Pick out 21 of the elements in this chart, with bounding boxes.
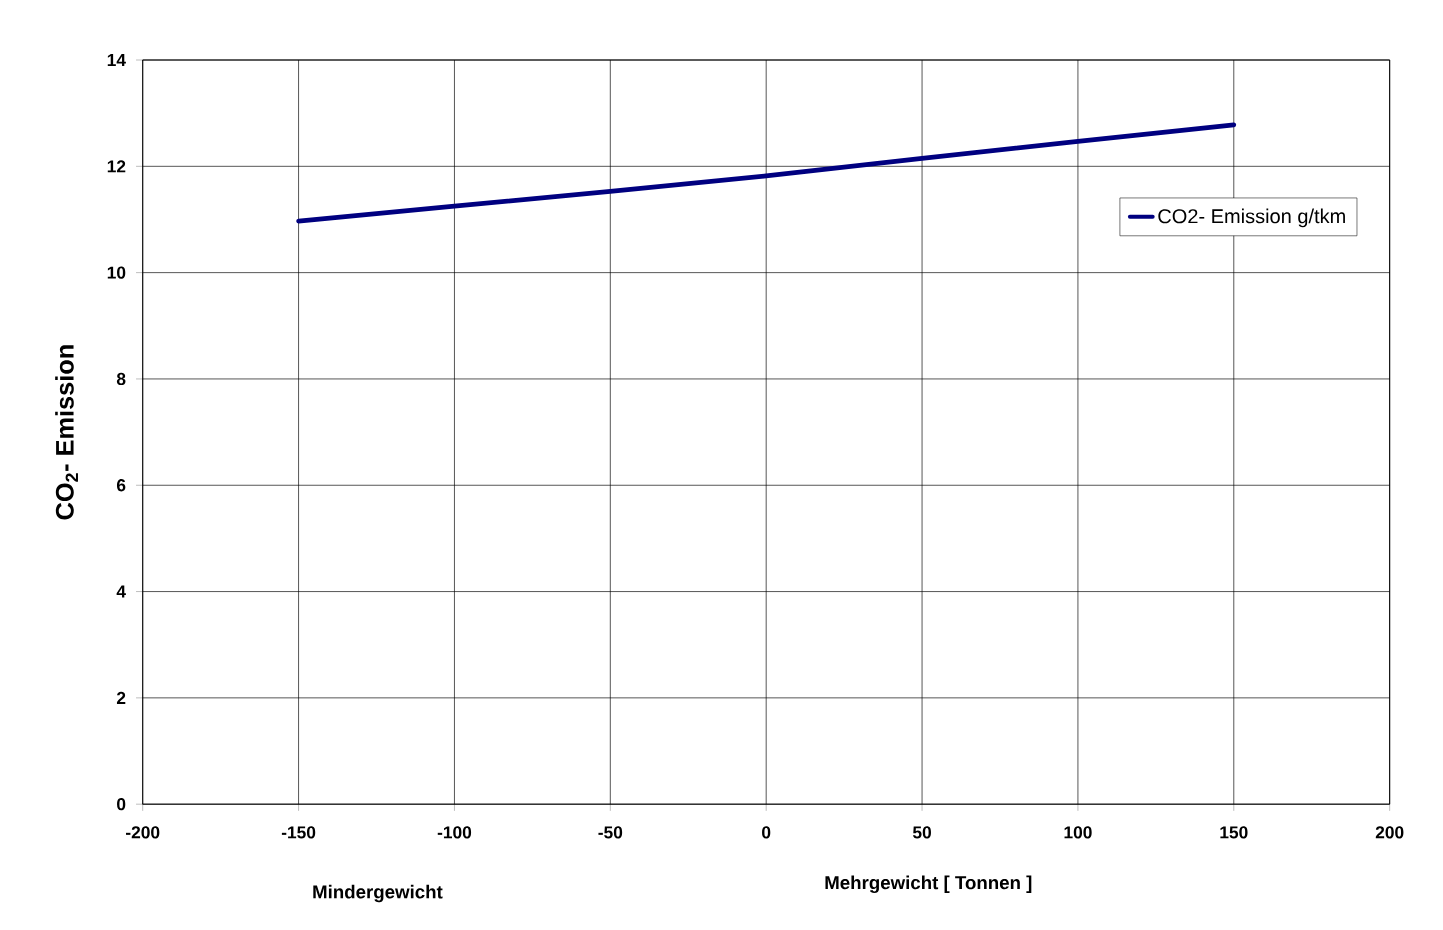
y-tick-label: 12: [107, 160, 126, 173]
y-tick-label: 10: [107, 266, 126, 279]
x-tick-label: -50: [598, 826, 623, 839]
x-axis-title: Mehrgewicht [ Tonnen ]: [825, 875, 1032, 894]
x-tick-label: -150: [281, 826, 316, 839]
x-tick-label: 0: [762, 826, 771, 839]
y-tick-label: 8: [116, 373, 126, 386]
x-tick-label: -200: [126, 826, 160, 839]
y-tick-label: 4: [116, 585, 126, 598]
y-tick-label: 14: [107, 54, 126, 67]
x-tick-label: 50: [912, 826, 931, 839]
x-tick-label: -100: [437, 826, 472, 839]
x-tick-label: 150: [1220, 826, 1248, 839]
legend-label: CO2- Emission g/tkm: [1158, 208, 1345, 228]
y-tick-label: 2: [116, 692, 126, 705]
text: Mindergewicht: [313, 885, 443, 903]
y-tick-label: 6: [116, 479, 126, 492]
x-tick-label: 100: [1064, 826, 1092, 839]
x-tick-label: 200: [1375, 826, 1404, 839]
y-axis-title: CO$_{2}$- Emission: [55, 345, 78, 520]
y-tick-label: 0: [117, 798, 126, 811]
